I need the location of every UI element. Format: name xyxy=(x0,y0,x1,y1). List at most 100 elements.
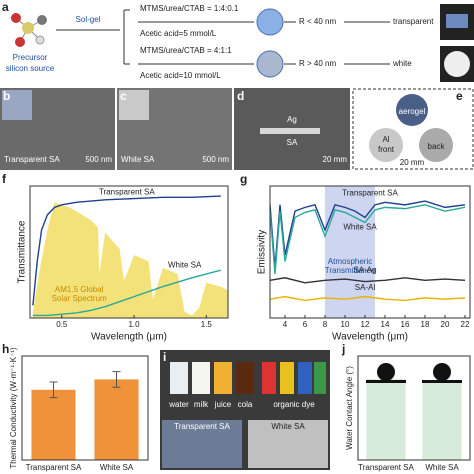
recipe: MTMS/urea/CTAB = 4:1:1 xyxy=(140,46,232,55)
panel-label: f xyxy=(2,172,7,186)
x-tick-label: 14 xyxy=(381,320,390,329)
series-label: Transparent SA xyxy=(99,187,155,196)
liquid-label: cola xyxy=(238,400,253,409)
sample-photo xyxy=(396,94,428,126)
label: front xyxy=(378,145,395,154)
plot-frame xyxy=(269,185,471,319)
y-axis-label: Emissivity xyxy=(257,230,268,274)
annotation: Solar Spectrum xyxy=(52,294,107,303)
panel-label: h xyxy=(2,342,9,356)
bar xyxy=(422,380,462,460)
substrate-icon xyxy=(366,380,406,383)
y-axis-label: Water Contact Angle (°) xyxy=(345,366,354,450)
series-label: White SA xyxy=(343,223,377,232)
scale-bar: 20 mm xyxy=(400,158,425,167)
precursor-text: silicon source xyxy=(6,64,55,73)
x-tick-label: 12 xyxy=(361,320,370,329)
precursor-text: Precursor xyxy=(13,53,48,62)
series-line xyxy=(32,269,221,317)
scale-bar: 500 nm xyxy=(202,155,229,164)
liquid-label: organic dye xyxy=(273,400,315,409)
sample-label: White SA xyxy=(271,422,305,431)
inset-photo xyxy=(2,90,32,120)
sample-photo xyxy=(419,128,453,162)
result: transparent xyxy=(393,17,434,26)
series-label: Transparent SA xyxy=(342,189,398,198)
acid: Acetic acid=10 mmol/L xyxy=(140,71,221,80)
series-label: SA-Ag xyxy=(353,265,376,274)
particle-large xyxy=(256,50,284,78)
label: Al xyxy=(382,135,389,144)
result: white xyxy=(392,59,412,68)
molecule xyxy=(11,13,47,47)
sol-gel-text: Sol-gel xyxy=(76,15,101,24)
x-tick-label: Transparent SA xyxy=(26,463,82,472)
size: R > 40 nm xyxy=(299,59,336,68)
droplet-icon xyxy=(433,363,451,381)
bar xyxy=(366,379,406,460)
x-tick-label: 20 xyxy=(441,320,450,329)
particle-small xyxy=(256,8,284,36)
caption: White SA xyxy=(121,155,155,164)
liquid-label: water xyxy=(168,400,189,409)
series-line xyxy=(32,195,221,306)
scale-bar: 500 nm xyxy=(85,155,112,164)
annotation: Atmospheric xyxy=(328,257,372,266)
sample-strip xyxy=(260,128,320,134)
x-tick-label: White SA xyxy=(425,463,459,472)
panel-label: a xyxy=(2,0,9,14)
x-tick-label: 10 xyxy=(341,320,350,329)
panel-label: i xyxy=(163,350,166,364)
x-tick-label: 22 xyxy=(461,320,470,329)
error-bar xyxy=(49,381,58,399)
inset-photo xyxy=(119,90,149,120)
panel-label: c xyxy=(120,89,127,103)
x-axis-label: Wavelength (μm) xyxy=(91,332,167,343)
series-label: White SA xyxy=(168,260,202,269)
route-arrows xyxy=(56,9,390,65)
annotation: Transmittance xyxy=(325,266,376,275)
sample-label: Transparent SA xyxy=(174,422,230,431)
y-axis-label: Thermal Conductivity (W·m⁻¹·K⁻¹) xyxy=(9,347,18,469)
solar-spectrum-area xyxy=(32,202,229,318)
substrate-icon xyxy=(422,380,462,383)
plot-frame xyxy=(357,355,471,461)
x-tick-label: 8 xyxy=(323,320,328,329)
bar xyxy=(94,379,139,460)
acid: Acetic acid=5 mmol/L xyxy=(140,29,217,38)
size: R < 40 nm xyxy=(299,17,336,26)
vials xyxy=(162,362,328,468)
series-line xyxy=(269,295,466,302)
recipe: MTMS/urea/CTAB = 1:4:0.1 xyxy=(140,4,239,13)
photo-sample xyxy=(444,51,470,77)
panel-label: b xyxy=(3,89,10,103)
x-tick-label: Transparent SA xyxy=(358,463,414,472)
x-axis-label: Wavelength (μm) xyxy=(332,332,408,343)
panel-label: e xyxy=(456,89,463,103)
bar xyxy=(31,389,76,460)
series-line xyxy=(269,277,466,284)
plot-frame xyxy=(29,185,229,319)
label: back xyxy=(428,142,446,151)
x-tick-label: 1.0 xyxy=(128,320,140,329)
label: SA xyxy=(287,138,298,147)
liquid-label: milk xyxy=(194,400,209,409)
liquid-label: juice xyxy=(214,400,232,409)
x-tick-label: 16 xyxy=(401,320,410,329)
plot-frame xyxy=(21,355,149,461)
scale-bar: 20 mm xyxy=(323,155,348,164)
x-tick-label: 18 xyxy=(421,320,430,329)
caption: Transparent SA xyxy=(4,155,60,164)
annotation: AM1.5 Global xyxy=(55,285,104,294)
droplet-icon xyxy=(377,363,395,381)
x-tick-label: White SA xyxy=(100,463,134,472)
series-label: SA-Al xyxy=(355,283,376,292)
panel-label: g xyxy=(240,172,247,186)
x-tick-label: 4 xyxy=(283,320,288,329)
photo-sample xyxy=(446,14,468,28)
y-axis-label: Transmittance xyxy=(17,220,28,283)
x-tick-label: 1.5 xyxy=(201,320,213,329)
x-tick-label: 0.5 xyxy=(56,320,68,329)
